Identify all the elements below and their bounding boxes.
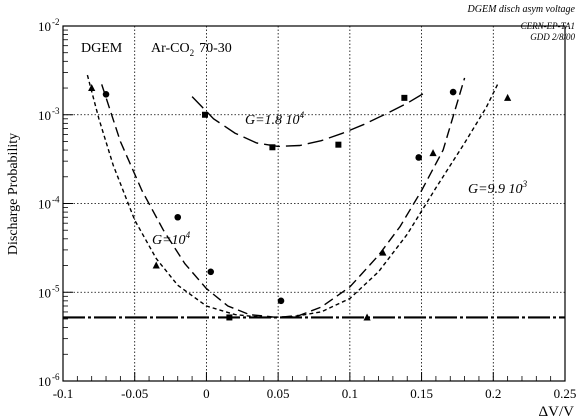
gas-ratio: 70-30 [199, 41, 232, 56]
fit-curve-square [191, 91, 427, 148]
label-g-1e4-sup: 4 [186, 230, 191, 240]
y-tick-exponent: -5 [52, 283, 60, 293]
label-g-9p9e3: G=9.9 103 [468, 179, 528, 197]
gas-name: Ar-CO [151, 41, 190, 56]
triangle-point [379, 248, 387, 256]
x-tick-label: 0.05 [267, 386, 290, 401]
x-axis-title: ΔV/V [539, 404, 575, 420]
triangle-point [88, 84, 96, 92]
label-g-1p8e4-sup: 4 [300, 110, 305, 120]
plot-frame [62, 25, 566, 382]
x-tick-label: 0 [203, 386, 210, 401]
triangle-point [429, 149, 437, 157]
x-tick-label: 0.1 [342, 386, 358, 401]
ref-line-1: CERN-EP-TA1 [521, 21, 575, 31]
square-point [226, 314, 233, 321]
square-point [401, 94, 408, 101]
header-detector: DGEM [81, 41, 123, 56]
triangle-point [363, 313, 371, 321]
x-tick-label: 0.2 [485, 386, 501, 401]
triangle-point [152, 261, 160, 269]
label-g-1e4-text: G=10 [152, 233, 186, 248]
label-g-1e4: G=104 [152, 230, 191, 248]
data-points [88, 84, 512, 321]
y-tick-label: 10 [38, 285, 51, 300]
circle-point [449, 88, 457, 96]
axes: -0.1 -0.05 0 0.05 0.1 0.15 0.2 0.2510-610-510-4… [38, 17, 576, 401]
corner-title: DGEM disch asym voltage [467, 4, 576, 15]
label-g-1p8e4: G=1.8 104 [245, 110, 305, 128]
x-tick-label: 0.25 [554, 386, 577, 401]
y-tick-exponent: -2 [52, 17, 60, 27]
fit-curves [86, 74, 499, 319]
fit-curve-triangle [86, 74, 499, 319]
header-gas: Ar-CO2 70-30 [151, 41, 232, 58]
x-tick-label: -0.05 [121, 386, 148, 401]
label-g-9p9e3-text: G=9.9 10 [468, 182, 523, 197]
y-axis-title: Discharge Probability [6, 133, 21, 255]
y-tick-label: 10 [38, 197, 51, 212]
y-tick-exponent: -6 [52, 372, 60, 382]
circle-point [277, 297, 285, 305]
x-tick-label: -0.1 [53, 386, 74, 401]
circle-point [102, 90, 110, 98]
circle-point [415, 154, 423, 161]
grid-lines [63, 26, 565, 381]
circle-point [174, 213, 182, 221]
fit-curve-circle [101, 77, 466, 319]
triangle-point [504, 93, 512, 101]
circle-point [207, 268, 215, 276]
y-tick-label: 10 [38, 374, 51, 389]
label-g-9p9e3-sup: 3 [522, 179, 528, 189]
label-g-1p8e4-text: G=1.8 10 [245, 113, 300, 128]
y-tick-exponent: -3 [52, 106, 60, 116]
square-point [201, 111, 208, 118]
y-tick-label: 10 [38, 19, 51, 34]
square-point [269, 144, 276, 151]
x-tick-label: 0.15 [410, 386, 433, 401]
y-tick-label: 10 [38, 108, 51, 123]
square-point [335, 141, 342, 148]
y-tick-exponent: -4 [52, 195, 60, 205]
ref-line-2: GDD 2/8/00 [530, 32, 575, 42]
gas-subscript: 2 [190, 48, 195, 58]
